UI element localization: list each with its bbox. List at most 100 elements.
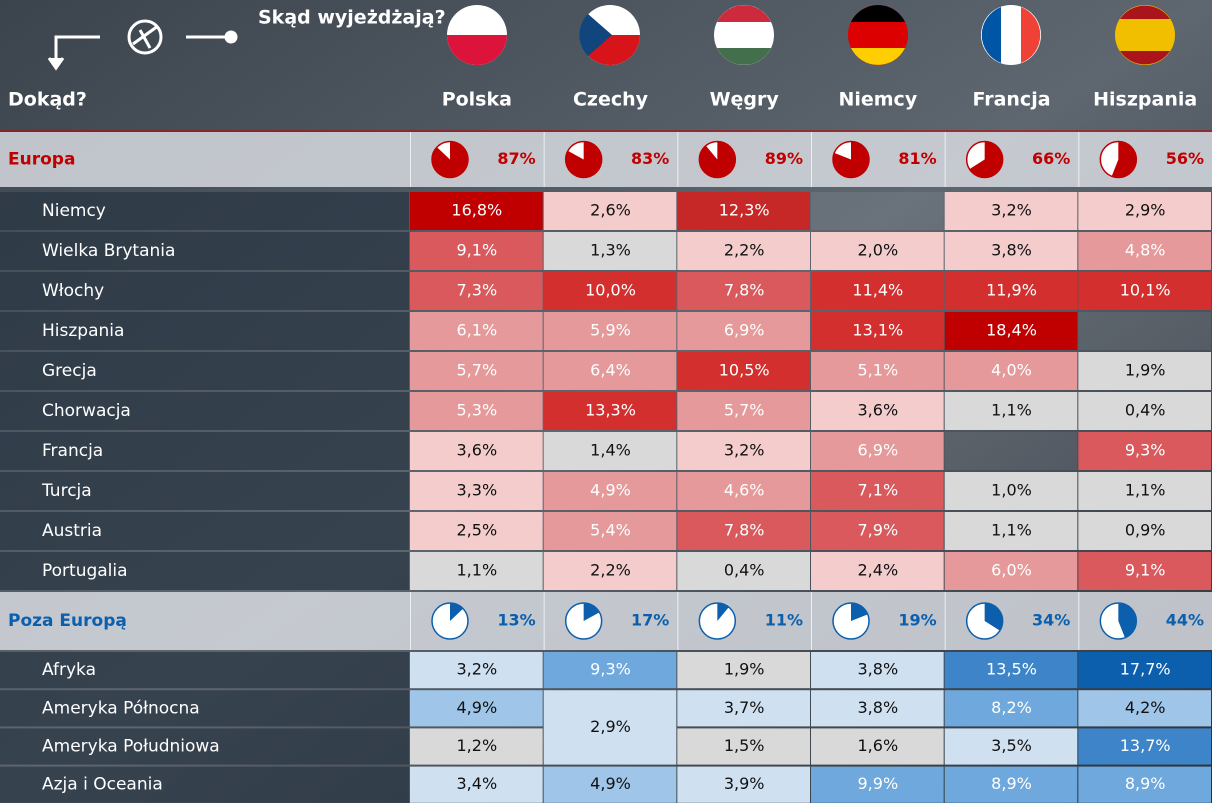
row-label: Turcja [41,481,92,501]
cell-value: 1,6% [858,736,899,755]
from-label: Skąd wyjeżdżają? [258,7,446,29]
section-header [0,592,1212,650]
pie-slice [699,142,735,178]
cell-value: 3,2% [991,201,1032,220]
row-label: Azja i Oceania [42,775,163,795]
cell-value: 13,3% [585,401,636,420]
column-divider [677,592,678,650]
cell-value: 1,3% [590,241,631,260]
row-label: Włochy [42,281,104,301]
cell-value: 9,3% [1125,441,1166,460]
row-label: Francja [42,441,103,461]
cell-value: 0,9% [1125,521,1166,540]
cell-value: 6,9% [858,441,899,460]
cell-value: 3,8% [991,241,1032,260]
row-label: Grecja [42,361,97,381]
cell-value: 4,9% [590,481,631,500]
cell-value: 1,4% [590,441,631,460]
share-label: 11% [765,611,803,630]
cell-value: 1,9% [724,660,765,679]
column-divider [677,132,678,187]
cell-value: 5,1% [858,361,899,380]
cell-value: 9,3% [590,660,631,679]
cell-value: 4,9% [457,698,498,717]
column-divider [1078,132,1079,187]
cell-value: 1,0% [991,481,1032,500]
cell-value: 1,1% [991,401,1032,420]
cell-value: 3,6% [858,401,899,420]
column-divider [1078,592,1079,650]
cell-value: 4,8% [1125,241,1166,260]
cell-value: 4,6% [724,481,765,500]
cell [945,432,1078,470]
infographic: Skąd wyjeżdżają? Dokąd? PolskaCzechyWęgr… [0,0,1212,803]
cell-value: 1,5% [724,736,765,755]
row-label: Niemcy [42,201,106,221]
share-label: 66% [1032,149,1070,168]
cell-value: 7,8% [724,521,765,540]
cell-value: 3,8% [858,660,899,679]
cell-value: 11,4% [852,281,903,300]
share-label: 87% [497,149,535,168]
cell-value: 7,8% [724,281,765,300]
country-label: Węgry [710,89,780,111]
cell-value: 13,7% [1120,736,1171,755]
share-label: 89% [765,149,803,168]
cell-value: 3,8% [858,698,899,717]
cell-value: 3,2% [724,441,765,460]
cell-value: 1,1% [991,521,1032,540]
share-label: 13% [497,611,535,630]
cell-value: 16,8% [451,201,502,220]
cell-value: 6,4% [590,361,631,380]
cell-value: 7,9% [858,521,899,540]
cell-value: 2,2% [590,561,631,580]
cell-value: 1,2% [457,736,498,755]
cell-value: 0,4% [724,561,765,580]
country-label: Czechy [573,89,649,111]
share-label: 81% [898,149,936,168]
cell-value: 13,1% [852,321,903,340]
cell-value: 6,9% [724,321,765,340]
cell-value: 7,1% [858,481,899,500]
cell-value: 2,9% [590,717,631,736]
column-divider [945,592,946,650]
cell-value: 8,9% [1125,774,1166,793]
country-label: Niemcy [838,89,917,111]
cell-value: 3,5% [991,736,1032,755]
cell-value: 2,6% [590,201,631,220]
cell-value: 5,3% [457,401,498,420]
country-label: Francja [972,89,1050,111]
column-divider [811,132,812,187]
cell-value: 6,1% [457,321,498,340]
cell-value: 10,0% [585,281,636,300]
cell-value: 17,7% [1120,660,1171,679]
cell-value: 5,7% [724,401,765,420]
cell-value: 3,3% [457,481,498,500]
cell-value: 2,2% [724,241,765,260]
cell-value: 3,7% [724,698,765,717]
share-label: 34% [1032,611,1070,630]
cell-value: 8,9% [991,774,1032,793]
cell-value: 3,6% [457,441,498,460]
row-label: Afryka [42,660,96,680]
cell-value: 3,9% [724,774,765,793]
cell-value: 5,7% [457,361,498,380]
cell-value: 2,4% [858,561,899,580]
cell [1078,312,1211,350]
cell-value: 2,0% [858,241,899,260]
share-label: 83% [631,149,669,168]
row-label: Chorwacja [42,401,131,421]
cell-value: 9,1% [1125,561,1166,580]
cell [811,192,944,230]
cell-value: 18,4% [986,321,1037,340]
share-label: 44% [1166,611,1204,630]
page: {"header": {"from_label": "Skąd wyjeżdża… [0,0,1212,803]
cell-value: 2,5% [457,521,498,540]
cell-value: 9,9% [858,774,899,793]
cell-value: 1,9% [1125,361,1166,380]
column-divider [410,592,411,650]
cell-value: 6,0% [991,561,1032,580]
share-label: 17% [631,611,669,630]
row-label: Wielka Brytania [42,241,175,261]
row-label: Portugalia [42,561,128,581]
